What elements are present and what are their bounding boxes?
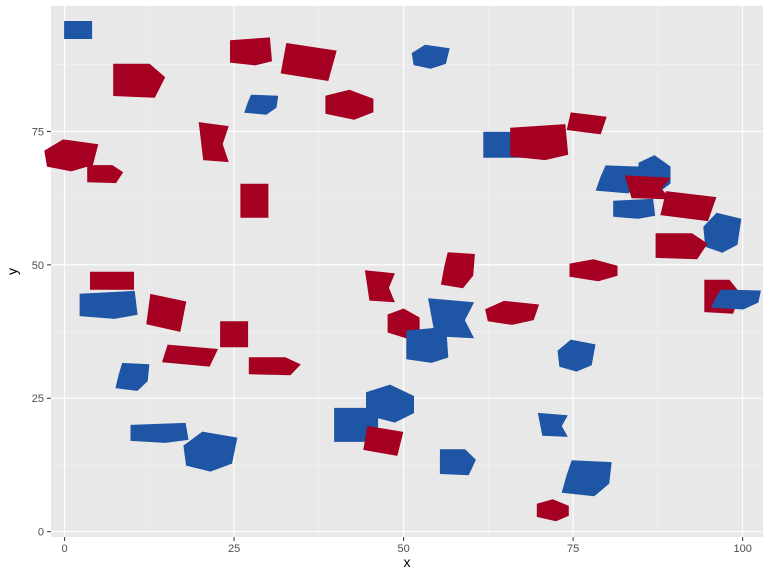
y-tick-label: 75 [32, 126, 44, 138]
data-marks [44, 21, 761, 522]
state-mark [44, 139, 99, 172]
state-mark [87, 165, 124, 184]
state-mark [485, 300, 540, 325]
state-mark [363, 425, 404, 456]
state-mark [406, 326, 449, 363]
state-mark [115, 362, 150, 391]
state-mark [561, 460, 612, 497]
axes: 0 25 50 75 100 0 25 50 75 [32, 126, 752, 555]
x-axis-title: x [404, 554, 411, 570]
state-mark [655, 233, 708, 260]
state-mark [439, 449, 476, 476]
plot-panel [51, 6, 763, 537]
state-mark [536, 499, 569, 522]
state-mark [64, 21, 93, 39]
state-mark [566, 112, 607, 135]
state-mark [557, 339, 596, 372]
state-mark [240, 183, 269, 218]
state-mark [90, 271, 134, 290]
state-mark [162, 344, 218, 367]
y-tick-label: 50 [32, 260, 44, 272]
state-mark [710, 289, 761, 310]
y-tick-label: 25 [32, 393, 44, 405]
state-mark [113, 63, 166, 98]
state-mark [198, 122, 229, 163]
x-tick-label: 75 [567, 543, 579, 555]
state-mark [280, 43, 337, 81]
state-mark [325, 89, 374, 120]
state-mark [569, 259, 618, 282]
x-tick-label: 50 [397, 543, 409, 555]
x-tick-label: 25 [228, 543, 240, 555]
y-tick-label: 0 [38, 527, 44, 539]
state-mark [230, 37, 272, 66]
state-mark [220, 321, 249, 348]
state-mark [624, 175, 671, 200]
state-mark [244, 94, 279, 115]
state-mark [146, 293, 187, 332]
state-mark [660, 191, 717, 222]
state-mark [510, 124, 569, 161]
x-tick-label: 100 [733, 543, 751, 555]
state-mark [364, 270, 395, 303]
state-mark [79, 290, 138, 319]
state-mark [613, 198, 656, 219]
state-mark [411, 44, 450, 69]
state-mark [440, 252, 475, 289]
y-axis-title: y [4, 268, 20, 275]
state-mark [183, 431, 238, 472]
state-mark [703, 212, 742, 253]
x-tick-label: 0 [61, 543, 67, 555]
state-mark [537, 412, 568, 437]
state-mark [248, 357, 301, 376]
state-mark [130, 422, 189, 443]
